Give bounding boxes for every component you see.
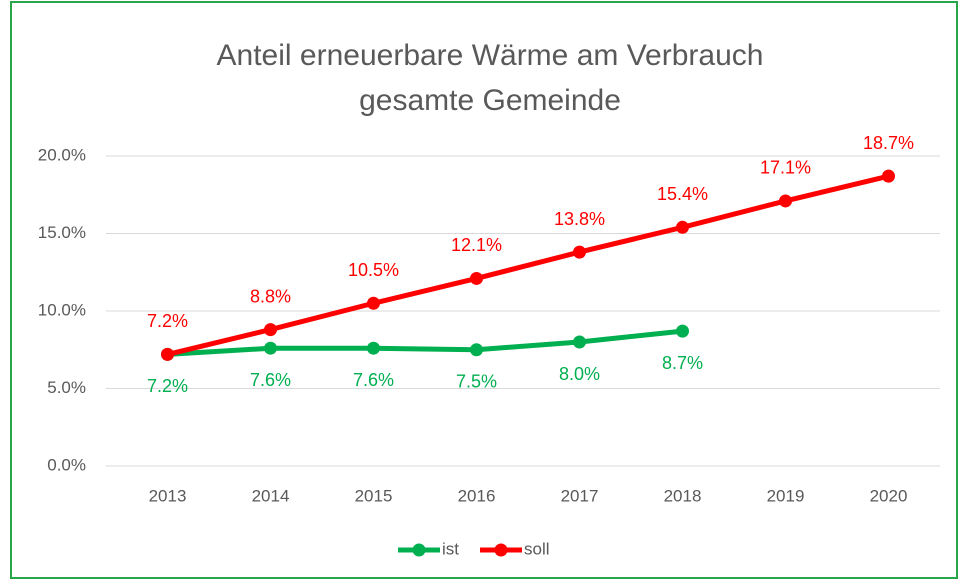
x-tick-label: 2017 (561, 486, 599, 505)
legend-label: soll (524, 539, 550, 558)
chart-title: gesamte Gemeinde (359, 84, 621, 117)
data-point (161, 347, 174, 361)
x-tick-label: 2020 (870, 486, 908, 505)
chart-border (10, 1, 958, 579)
x-tick-label: 2019 (767, 486, 805, 505)
data-label: 7.6% (250, 370, 291, 390)
series-line (166, 173, 890, 357)
data-point (779, 194, 792, 208)
data-point (676, 324, 689, 338)
data-point (882, 169, 895, 183)
legend-marker (494, 543, 508, 557)
data-point (264, 341, 277, 355)
data-label: 13.8% (554, 209, 605, 229)
data-label: 7.2% (147, 376, 188, 396)
x-tick-label: 2015 (355, 486, 393, 505)
data-label: 7.2% (147, 311, 188, 331)
x-tick-label: 2018 (664, 486, 702, 505)
y-tick-label: 15.0% (38, 223, 86, 242)
series-line (167, 328, 683, 357)
legend-marker (412, 543, 426, 557)
data-point (367, 296, 380, 310)
x-tick-label: 2013 (149, 486, 187, 505)
data-label: 7.5% (456, 372, 497, 392)
y-tick-label: 20.0% (38, 145, 86, 164)
data-label: 18.7% (863, 133, 914, 153)
data-label: 8.0% (559, 364, 600, 384)
data-point (264, 323, 277, 337)
x-tick-label: 2014 (252, 486, 290, 505)
data-point (573, 245, 586, 259)
data-label: 15.4% (657, 184, 708, 204)
data-label: 12.1% (451, 235, 502, 255)
x-tick-label: 2016 (458, 486, 496, 505)
y-tick-label: 0.0% (47, 455, 86, 474)
chart-title: Anteil erneuerbare Wärme am Verbrauch (217, 39, 764, 72)
y-tick-label: 5.0% (47, 378, 86, 397)
legend-label: ist (442, 539, 459, 558)
data-label: 7.6% (353, 370, 394, 390)
data-point (573, 335, 586, 349)
data-point (470, 271, 483, 285)
y-tick-label: 10.0% (38, 300, 86, 319)
data-label: 8.8% (250, 286, 291, 306)
data-point (676, 220, 689, 234)
data-label: 8.7% (662, 353, 703, 373)
data-label: 10.5% (348, 260, 399, 280)
data-point (470, 343, 483, 357)
data-label: 17.1% (760, 158, 811, 178)
data-point (367, 341, 380, 355)
